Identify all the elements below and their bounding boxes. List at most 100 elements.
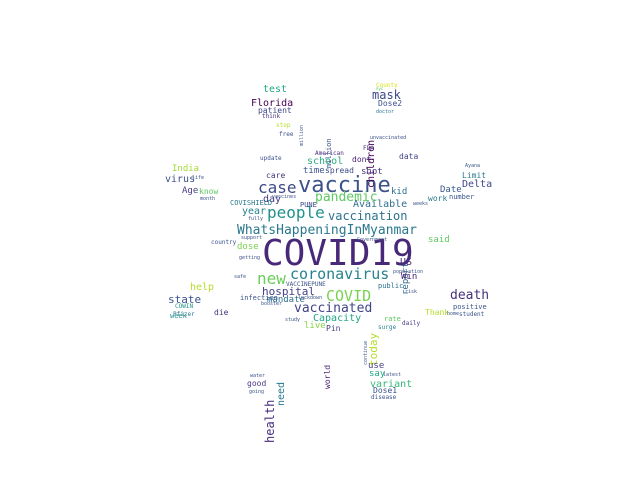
cloud-word-new: new (257, 269, 286, 288)
cloud-word-week: week (170, 312, 187, 320)
cloud-word-disease: disease (371, 394, 397, 401)
cloud-word-us: US (400, 257, 413, 268)
cloud-word-american: American (315, 150, 344, 157)
cloud-word-government: Government (357, 237, 388, 243)
cloud-word-school: school (307, 156, 344, 167)
cloud-word-vaccination: vaccination (328, 209, 408, 223)
cloud-word-time: time (303, 166, 325, 176)
cloud-word-student: student (459, 311, 485, 318)
cloud-word-continue: continue (363, 340, 369, 365)
cloud-word-month: month (200, 196, 216, 202)
cloud-word-help: help (190, 282, 215, 293)
cloud-word-dont: dont (352, 155, 372, 164)
cloud-word-going: going (249, 389, 265, 395)
cloud-word-water: water (250, 373, 266, 379)
cloud-word-population: population (393, 269, 424, 275)
cloud-word-nyc: nyc (376, 86, 384, 91)
cloud-word-booster: booster (261, 301, 283, 307)
cloud-word-date: Date (440, 185, 462, 195)
cloud-word-support: support (241, 235, 263, 241)
cloud-word-spread: spread (325, 166, 354, 175)
cloud-word-dose: dose (237, 242, 259, 252)
cloud-word-dose1: Dose1 (373, 386, 398, 395)
cloud-word-fda: FDA (363, 145, 374, 152)
cloud-word-vaccines: vaccines (272, 194, 297, 200)
cloud-word-infection: infection (240, 294, 278, 302)
cloud-word-million: million (299, 124, 305, 146)
cloud-word-county: County (376, 82, 398, 89)
cloud-word-lockdown: lockdown (298, 295, 323, 301)
cloud-word-pandemic: pandemic (315, 190, 378, 205)
cloud-word-risk: risk (405, 289, 418, 295)
cloud-word-fully: fully (248, 216, 264, 222)
cloud-word-capacity: Capacity (313, 313, 362, 324)
cloud-word-ayana: Ayana (465, 163, 481, 169)
cloud-word-update: update (260, 155, 282, 162)
cloud-word-good: good (247, 379, 267, 388)
cloud-word-day: day (263, 194, 282, 205)
cloud-word-age: Age (182, 186, 199, 196)
cloud-word-cowin: COWIN (175, 303, 194, 310)
cloud-word-delta: Delta (462, 179, 493, 190)
cloud-word-case: case (258, 178, 297, 197)
cloud-word-public: public (378, 282, 404, 290)
cloud-word-need: need (276, 381, 287, 406)
cloud-word-vaccinated: vaccinated (294, 301, 373, 316)
cloud-word-health: health (263, 399, 277, 443)
cloud-word-country: country (211, 239, 237, 246)
cloud-word-latest: latest (383, 372, 402, 378)
cloud-word-data: data (399, 152, 419, 161)
cloud-word-safe: safe (234, 274, 247, 280)
cloud-word-study: study (285, 317, 301, 323)
cloud-word-vaccine: vaccine (298, 173, 391, 198)
cloud-word-world: world (323, 364, 332, 389)
cloud-word-test: test (263, 84, 288, 95)
cloud-word-life: life (192, 175, 205, 181)
cloud-word-pfizer: Pfizer (173, 311, 195, 318)
cloud-word-getting: getting (239, 255, 261, 261)
cloud-word-use: use (368, 361, 385, 371)
cloud-word-say: say (369, 369, 386, 379)
cloud-word-care: care (266, 171, 286, 180)
cloud-word-available: Available (353, 199, 408, 210)
cloud-word-people: people (267, 203, 325, 222)
cloud-word-weeks: weeks (413, 201, 429, 207)
cloud-word-covid: COVID (326, 287, 372, 305)
cloud-word-win: Win (401, 272, 418, 282)
cloud-word-know: know (199, 187, 219, 196)
cloud-word-variant: variant (370, 379, 413, 390)
cloud-word-year: year (242, 206, 267, 217)
cloud-word-death: death (450, 288, 490, 303)
cloud-word-daily: daily (402, 320, 421, 327)
cloud-word-coronavirus: coronavirus (290, 265, 390, 283)
cloud-word-work: work (428, 194, 448, 203)
cloud-word-state: state (168, 293, 202, 306)
cloud-word-shot: shot (361, 167, 383, 177)
cloud-word-million: million (325, 138, 333, 168)
cloud-word-free: free (279, 131, 294, 138)
cloud-word-thank: Thank (425, 308, 450, 317)
cloud-word-mask: mask (372, 88, 401, 102)
cloud-word-positive: positive (453, 303, 487, 311)
cloud-word-think: think (262, 113, 281, 120)
cloud-word-rate: rate (384, 315, 401, 323)
cloud-word-pune: PUNE (300, 201, 317, 209)
cloud-word-kid: kid (391, 187, 408, 197)
cloud-word-doctor: doctor (376, 109, 395, 115)
cloud-word-patient: patient (258, 106, 292, 115)
cloud-word-stop: stop (276, 122, 291, 129)
cloud-word-covid19: COVID19 (262, 233, 414, 274)
cloud-word-unvaccinated: unvaccinated (370, 135, 407, 141)
cloud-word-pin: Pin (326, 324, 341, 333)
cloud-word-limit: Limit (462, 171, 487, 180)
cloud-word-virus: virus (165, 174, 196, 185)
cloud-word-india: India (172, 164, 200, 174)
cloud-word-live: live (304, 321, 326, 331)
cloud-word-florida: Florida (251, 98, 294, 109)
cloud-word-covishield: COVISHIELD (230, 199, 273, 207)
cloud-word-whatshappeninginmyanmar: WhatsHappeningInMyanmar (237, 223, 418, 238)
cloud-word-said: said (428, 235, 450, 245)
cloud-word-dose2: Dose2 (378, 99, 403, 108)
cloud-word-mandate: mandate (267, 295, 305, 305)
